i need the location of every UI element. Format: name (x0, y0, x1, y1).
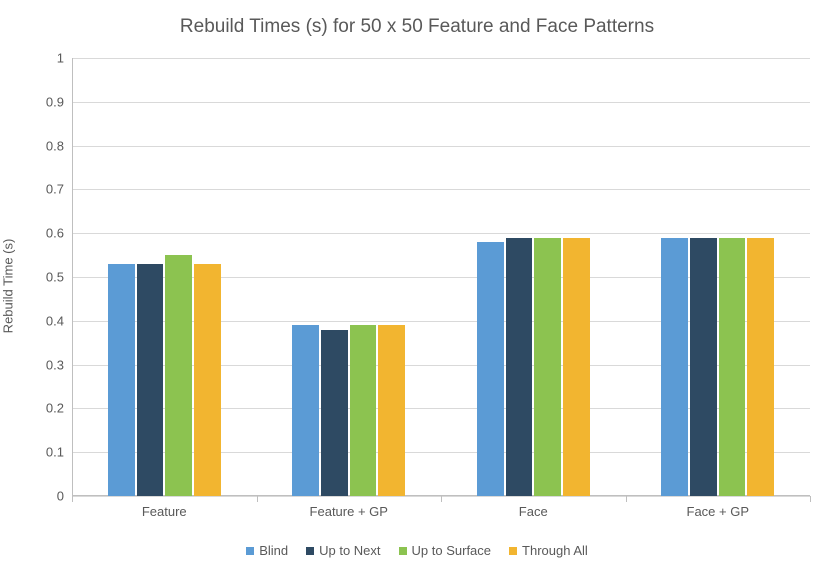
legend-label: Up to Next (319, 543, 380, 558)
x-tick (626, 496, 627, 502)
bar (477, 242, 504, 496)
bar (108, 264, 135, 496)
y-tick-label: 0.9 (46, 94, 72, 109)
chart-container: Rebuild Times (s) for 50 x 50 Feature an… (0, 0, 834, 572)
legend-label: Through All (522, 543, 588, 558)
y-tick-label: 0.5 (46, 270, 72, 285)
legend-label: Blind (259, 543, 288, 558)
x-category-label: Face + GP (687, 496, 750, 519)
legend-swatch (306, 547, 314, 555)
bar (747, 238, 774, 496)
bar (350, 325, 377, 496)
bar (137, 264, 164, 496)
bar (292, 325, 319, 496)
x-tick (810, 496, 811, 502)
x-category-label: Feature (142, 496, 187, 519)
y-tick-label: 0.7 (46, 182, 72, 197)
y-tick-label: 0.3 (46, 357, 72, 372)
legend: Blind Up to Next Up to Surface Through All (0, 543, 834, 558)
bars-layer (72, 58, 810, 496)
y-axis-label: Rebuild Time (s) (1, 239, 16, 334)
bar (719, 238, 746, 496)
legend-item: Up to Next (306, 543, 380, 558)
legend-item: Up to Surface (399, 543, 492, 558)
bar (506, 238, 533, 496)
bar (194, 264, 221, 496)
bar (690, 238, 717, 496)
chart-title: Rebuild Times (s) for 50 x 50 Feature an… (0, 16, 834, 38)
y-tick-label: 0.6 (46, 226, 72, 241)
bar (165, 255, 192, 496)
legend-swatch (246, 547, 254, 555)
legend-item: Blind (246, 543, 288, 558)
legend-swatch (509, 547, 517, 555)
y-tick-label: 0.8 (46, 138, 72, 153)
y-tick-label: 1 (57, 51, 72, 66)
bar (563, 238, 590, 496)
bar (321, 330, 348, 496)
bar (661, 238, 688, 496)
y-tick-label: 0 (57, 489, 72, 504)
x-tick (72, 496, 73, 502)
legend-label: Up to Surface (412, 543, 492, 558)
plot-area: 00.10.20.30.40.50.60.70.80.91FeatureFeat… (72, 58, 810, 496)
x-tick (257, 496, 258, 502)
bar (534, 238, 561, 496)
y-tick-label: 0.4 (46, 313, 72, 328)
legend-swatch (399, 547, 407, 555)
x-category-label: Feature + GP (310, 496, 388, 519)
x-category-label: Face (519, 496, 548, 519)
legend-item: Through All (509, 543, 588, 558)
bar (378, 325, 405, 496)
y-tick-label: 0.1 (46, 445, 72, 460)
x-tick (441, 496, 442, 502)
y-tick-label: 0.2 (46, 401, 72, 416)
